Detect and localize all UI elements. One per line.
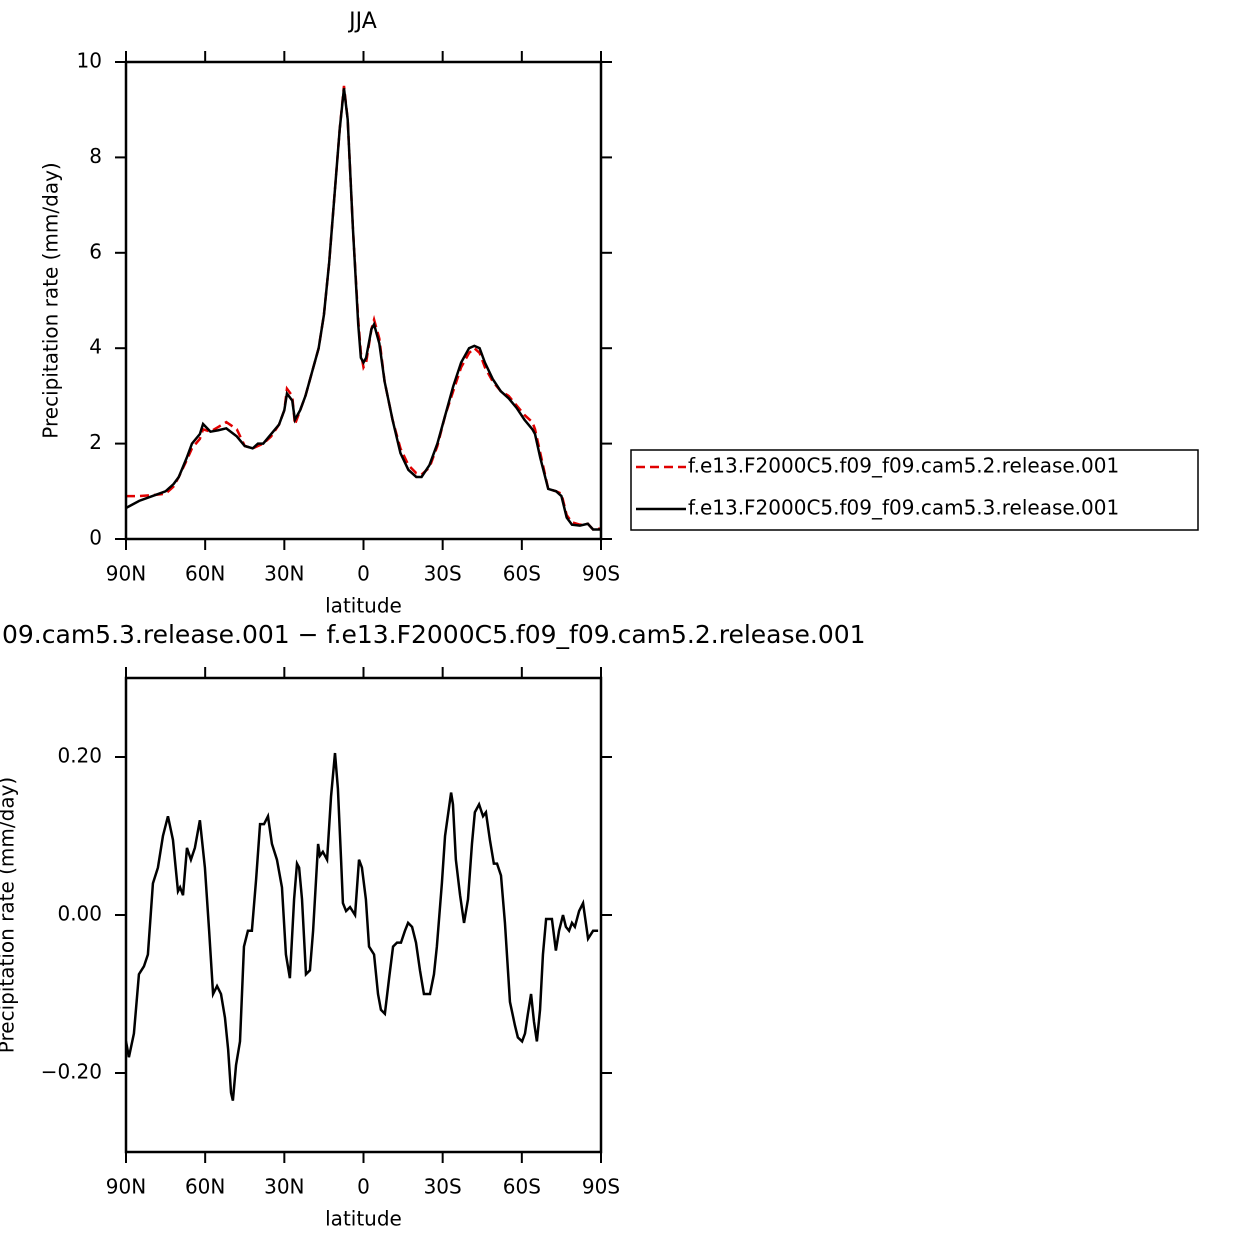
x-tick-label: 60S <box>503 562 541 586</box>
x-tick-label: 90S <box>582 1175 620 1199</box>
chart-title: 09.cam5.3.release.001 − f.e13.F2000C5.f0… <box>2 620 866 649</box>
legend-box <box>630 449 1199 531</box>
series-line <box>126 85 601 531</box>
x-tick-label: 90S <box>582 562 620 586</box>
x-tick-label: 30N <box>264 562 304 586</box>
x-tick-label: 60N <box>185 562 225 586</box>
y-axis-label: Precipitation rate (mm/day) <box>0 777 19 1053</box>
x-tick-label: 90N <box>106 562 146 586</box>
y-tick-label: 4 <box>89 335 102 359</box>
chart-title: JJA <box>347 9 377 34</box>
x-tick-label: 30S <box>424 1175 462 1199</box>
y-tick-label: 0.00 <box>57 902 102 926</box>
y-axis-label: Precipitation rate (mm/day) <box>39 162 63 438</box>
series-line <box>126 752 599 1101</box>
y-tick-label: −0.20 <box>41 1060 102 1084</box>
y-tick-label: 10 <box>77 49 102 73</box>
x-tick-label: 30N <box>264 1175 304 1199</box>
plot-frame <box>124 676 603 1154</box>
x-axis-label: latitude <box>325 1207 402 1231</box>
y-tick-label: 2 <box>89 430 102 454</box>
x-tick-label: 0 <box>357 1175 370 1199</box>
legend-label: f.e13.F2000C5.f09_f09.cam5.2.release.001 <box>688 454 1119 478</box>
x-tick-label: 0 <box>357 562 370 586</box>
x-tick-label: 60S <box>503 1175 541 1199</box>
plot-area <box>126 752 599 1101</box>
y-tick-label: 0.20 <box>57 744 102 768</box>
series-line <box>126 88 601 531</box>
x-tick-label: 60N <box>185 1175 225 1199</box>
y-tick-label: 0 <box>89 526 102 550</box>
plot-area <box>126 85 601 531</box>
plot-frame <box>124 60 603 541</box>
x-axis-label: latitude <box>325 594 402 618</box>
x-tick-label: 90N <box>106 1175 146 1199</box>
y-tick-label: 8 <box>89 144 102 168</box>
y-tick-label: 6 <box>89 239 102 263</box>
x-tick-label: 30S <box>424 562 462 586</box>
legend-label: f.e13.F2000C5.f09_f09.cam5.3.release.001 <box>688 496 1119 520</box>
